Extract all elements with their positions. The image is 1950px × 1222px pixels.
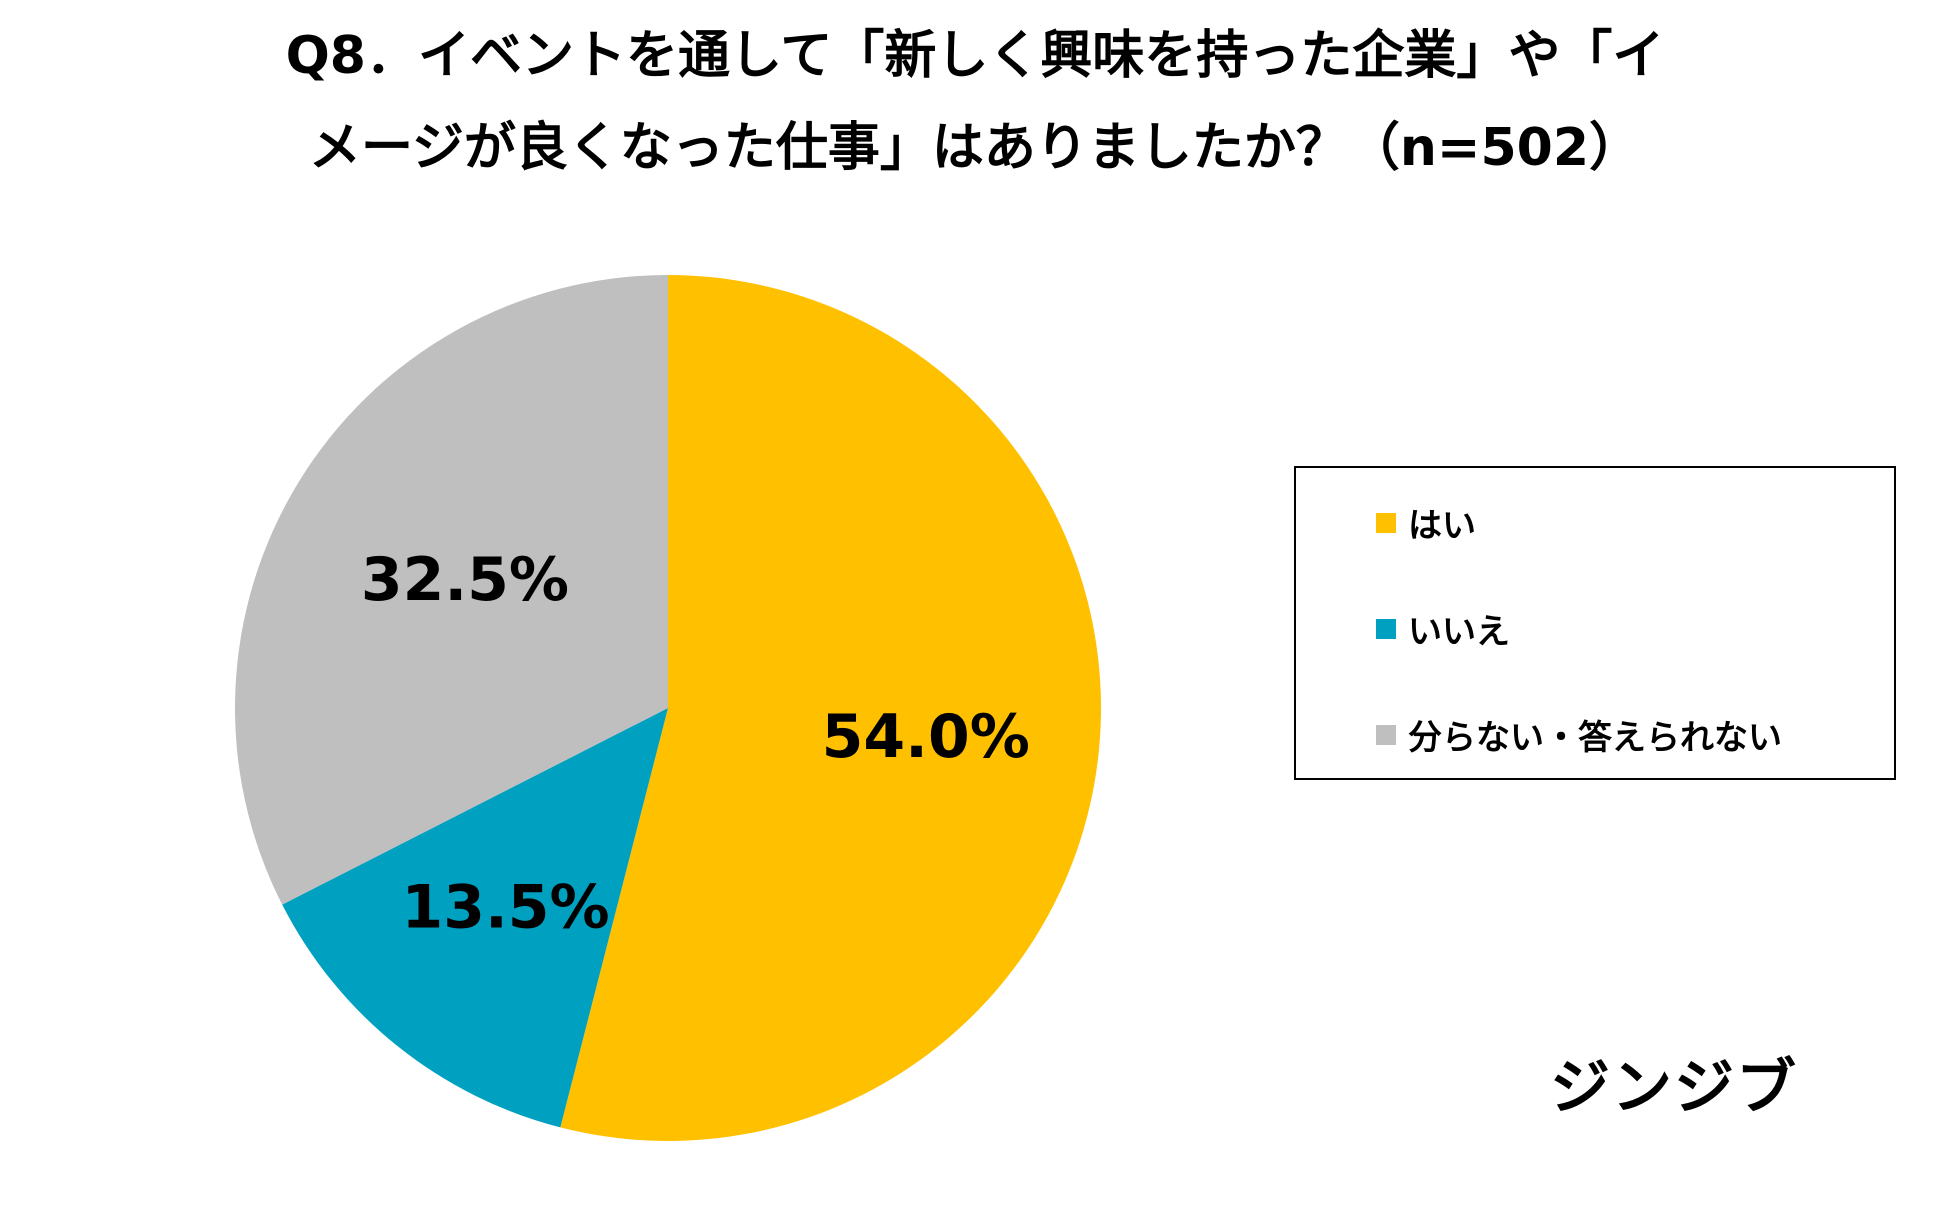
brand-logo: ジンジブ — [1550, 1053, 1798, 1123]
legend-swatch-unknown — [1376, 724, 1396, 745]
legend-item-no: いいえ — [1376, 604, 1510, 653]
pie-slice-no — [282, 708, 668, 1128]
legend-label-yes: はい — [1408, 506, 1476, 546]
legend-label-no: いいえ — [1408, 612, 1510, 652]
legend-swatch-yes — [1376, 512, 1396, 533]
legend-label-unknown: 分らない・答えられない — [1408, 718, 1782, 758]
legend-item-unknown: 分らない・答えられない — [1376, 710, 1782, 759]
pie-slice-unknown — [235, 275, 668, 905]
chart-title: Q8．イベントを通して「新しく興味を持った企業」や「イ メージが良くなった仕事」… — [0, 10, 1950, 194]
chart-title-line-1: Q8．イベントを通して「新しく興味を持った企業」や「イ — [285, 26, 1665, 86]
legend-swatch-no — [1376, 618, 1396, 639]
chart-title-line-2: メージが良くなった仕事」はありましたか？（n=502） — [308, 118, 1642, 178]
data-label-yes: 54.0% — [822, 702, 1030, 772]
data-label-unknown: 32.5% — [361, 545, 569, 615]
pie-slice-yes — [560, 275, 1102, 1141]
legend-item-yes: はい — [1376, 498, 1476, 547]
data-label-no: 13.5% — [401, 872, 609, 942]
chart-legend: はい いいえ 分らない・答えられない — [1294, 466, 1896, 780]
